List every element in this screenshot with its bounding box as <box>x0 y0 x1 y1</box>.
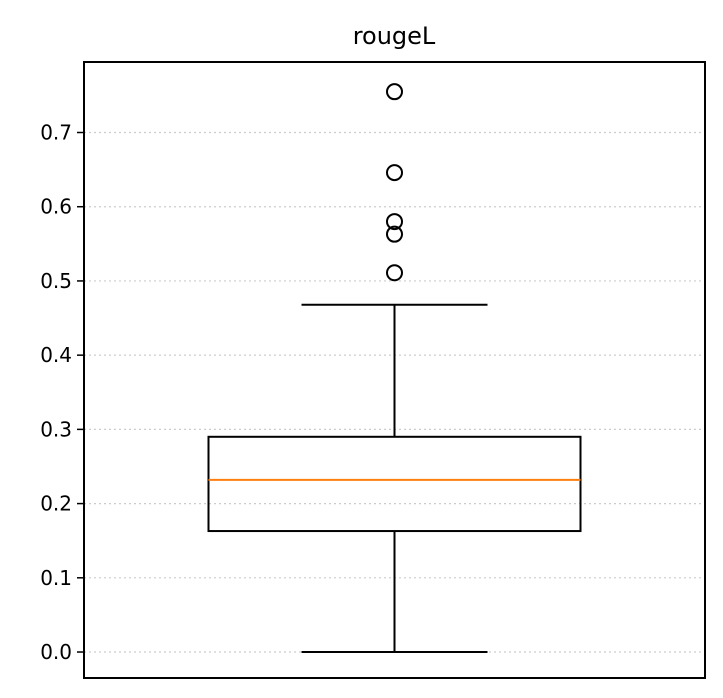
y-tick-label: 0.0 <box>40 640 72 664</box>
chart-title: rougeL <box>353 22 436 50</box>
y-tick-label: 0.6 <box>40 195 72 219</box>
outlier-point <box>386 83 403 101</box>
y-tick-label: 0.7 <box>40 121 72 145</box>
y-tick-label: 0.5 <box>40 269 72 293</box>
plot-frame <box>83 61 706 679</box>
outlier-point <box>386 164 403 182</box>
y-tick-label: 0.2 <box>40 492 72 516</box>
outlier-point <box>386 225 403 243</box>
outlier-point <box>386 213 403 231</box>
outlier-point <box>386 264 403 282</box>
y-tick-label: 0.1 <box>40 566 72 590</box>
y-axis-ticks: 0.0 0.1 0.2 0.3 0.4 0.5 0.6 0.7 <box>40 121 84 664</box>
y-tick-label: 0.3 <box>40 417 72 441</box>
y-tick-label: 0.4 <box>40 343 72 367</box>
box-plot <box>207 83 582 654</box>
interquartile-box <box>207 435 582 533</box>
